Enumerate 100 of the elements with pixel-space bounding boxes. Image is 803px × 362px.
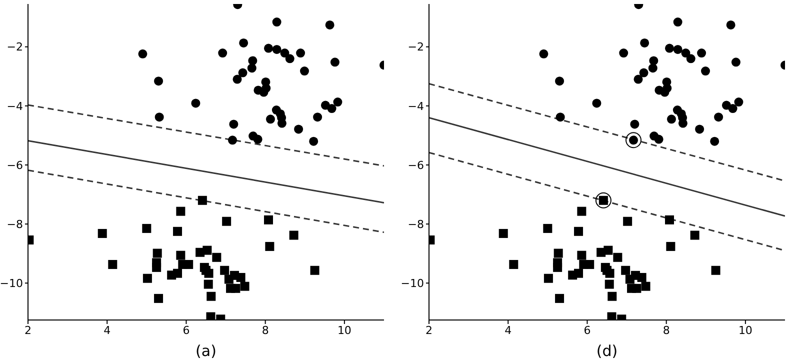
point [498, 228, 508, 238]
point [176, 250, 186, 260]
point [152, 248, 162, 258]
point [232, 74, 242, 84]
point [202, 246, 212, 255]
y-tick-label: −10 [400, 276, 424, 290]
point [605, 268, 614, 278]
y-tick-label: −4 [6, 100, 23, 113]
point [554, 248, 563, 258]
point [648, 64, 658, 73]
point [108, 260, 118, 269]
point [285, 54, 294, 64]
point [272, 18, 282, 27]
point [218, 48, 228, 58]
point [264, 215, 273, 224]
y-tick-label: −2 [408, 40, 424, 54]
point [544, 274, 553, 283]
point [333, 98, 342, 107]
point [607, 312, 616, 320]
point [711, 266, 720, 275]
point [666, 242, 676, 251]
y-tick-label: −8 [6, 218, 23, 231]
point [710, 136, 720, 146]
point [313, 112, 322, 122]
point [248, 56, 258, 66]
point [577, 206, 586, 216]
x-tick-label: 8 [662, 324, 670, 337]
point [726, 20, 736, 30]
point [294, 124, 304, 134]
x-tick-label: 6 [584, 324, 591, 337]
point [229, 120, 238, 129]
point [184, 260, 194, 269]
point [204, 280, 213, 289]
point [231, 284, 240, 293]
point [206, 312, 216, 320]
point [138, 49, 148, 58]
point [654, 134, 664, 144]
point [173, 268, 182, 278]
point [686, 54, 696, 64]
x-tick-label: 8 [262, 324, 269, 337]
point [154, 294, 164, 303]
point [553, 262, 562, 272]
point [240, 282, 250, 291]
point [585, 260, 594, 269]
point [666, 114, 676, 124]
point [731, 58, 740, 67]
point [604, 280, 614, 289]
point [310, 266, 320, 275]
point [673, 44, 682, 54]
point [176, 206, 186, 216]
point [247, 64, 256, 73]
point [714, 112, 724, 122]
point [574, 268, 584, 278]
point [630, 120, 640, 129]
x-tick-label: 10 [738, 324, 752, 337]
point [665, 44, 674, 53]
point [154, 76, 164, 86]
point [604, 246, 613, 255]
point [272, 44, 282, 54]
point [632, 284, 642, 293]
x-tick-label: 6 [182, 324, 190, 337]
x-tick-label: 4 [104, 324, 111, 337]
point [509, 260, 518, 269]
point [154, 112, 164, 122]
point [637, 272, 646, 282]
point [204, 268, 214, 278]
point [649, 56, 658, 66]
point [296, 48, 306, 58]
point [728, 104, 738, 114]
point [325, 20, 334, 30]
point [592, 98, 602, 108]
x-tick-label: 10 [337, 324, 352, 337]
point [265, 242, 274, 251]
point [212, 252, 222, 262]
point [280, 48, 290, 58]
y-tick-label: −8 [408, 218, 424, 231]
point [577, 250, 586, 260]
point [330, 58, 340, 67]
point [556, 112, 565, 122]
point [222, 216, 232, 226]
point [640, 38, 650, 48]
point [142, 274, 152, 283]
point [142, 224, 152, 233]
point [98, 228, 107, 238]
point [236, 272, 246, 282]
point [673, 18, 682, 27]
y-tick-label: −4 [408, 100, 424, 113]
point [608, 292, 617, 301]
point [613, 252, 622, 262]
point [574, 226, 584, 236]
point [734, 98, 744, 107]
point [220, 266, 230, 275]
y-tick-label: −6 [6, 158, 23, 172]
point [289, 230, 298, 240]
x-axis-title: (d) [596, 342, 618, 360]
point [300, 66, 309, 76]
point [266, 114, 275, 124]
point [641, 282, 650, 291]
point [309, 136, 318, 146]
point [619, 48, 628, 58]
